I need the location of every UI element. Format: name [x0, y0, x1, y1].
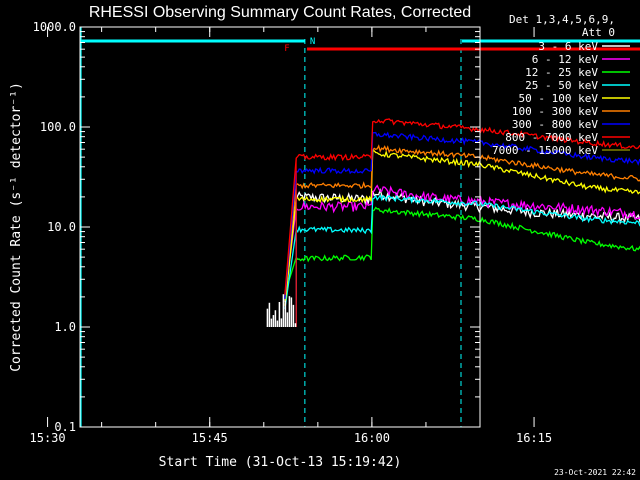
legend-entry-label: 3 - 6 keV: [538, 40, 598, 53]
series-line: [284, 131, 640, 300]
y-tick-label: 100.0: [40, 120, 76, 134]
x-tick-label: 15:30: [30, 431, 66, 445]
y-tick-label: 0.1: [54, 420, 76, 434]
series-line: [284, 184, 640, 299]
plot-timestamp: 23-Oct-2021 22:42: [554, 468, 636, 477]
series-line: [284, 144, 640, 297]
series-line: [284, 206, 640, 294]
legend-entry-label: 300 - 800 keV: [512, 118, 598, 131]
x-axis-label: Start Time (31-Oct-13 15:19:42): [159, 455, 402, 470]
series-800-7000-keV: [284, 118, 640, 327]
legend-entry-label: 25 - 50 keV: [525, 79, 598, 92]
legend-entry-label: 50 - 100 keV: [519, 92, 599, 105]
y-tick-label: 10.0: [47, 220, 76, 234]
legend-entry-label: 12 - 25 keV: [525, 66, 598, 79]
y-tick-label: 1000.0: [33, 20, 76, 34]
chart-title: RHESSI Observing Summary Count Rates, Co…: [89, 4, 471, 21]
plot-content: FN: [80, 27, 640, 427]
legend-header-line-2: Att 0: [582, 26, 615, 39]
legend-entry-label: 7000 - 15000 keV: [492, 144, 598, 157]
series-line: [284, 194, 640, 309]
y-tick-label: 1.0: [54, 320, 76, 334]
x-tick-label: 15:45: [192, 431, 228, 445]
legend-entry-label: 100 - 300 keV: [512, 105, 598, 118]
y-axis-ticks: 0.1 1.0 10.0 100.0 1000.0: [33, 20, 480, 434]
legend-entry-label: 6 - 12 keV: [532, 53, 599, 66]
legend-entry-label: 800 - 7000 keV: [505, 131, 598, 144]
legend-header-line-1: Det 1,3,4,5,6,9,: [509, 13, 615, 26]
series-line: [284, 118, 640, 295]
x-tick-label: 16:15: [516, 431, 552, 445]
flare-flag-label: F: [284, 44, 289, 54]
y-axis-label: Corrected Count Rate (s⁻¹ detector⁻¹): [9, 82, 24, 372]
night-flag-label: N: [310, 37, 315, 47]
x-tick-label: 16:00: [354, 431, 390, 445]
series-line: [284, 187, 640, 302]
series-line: [284, 149, 640, 306]
